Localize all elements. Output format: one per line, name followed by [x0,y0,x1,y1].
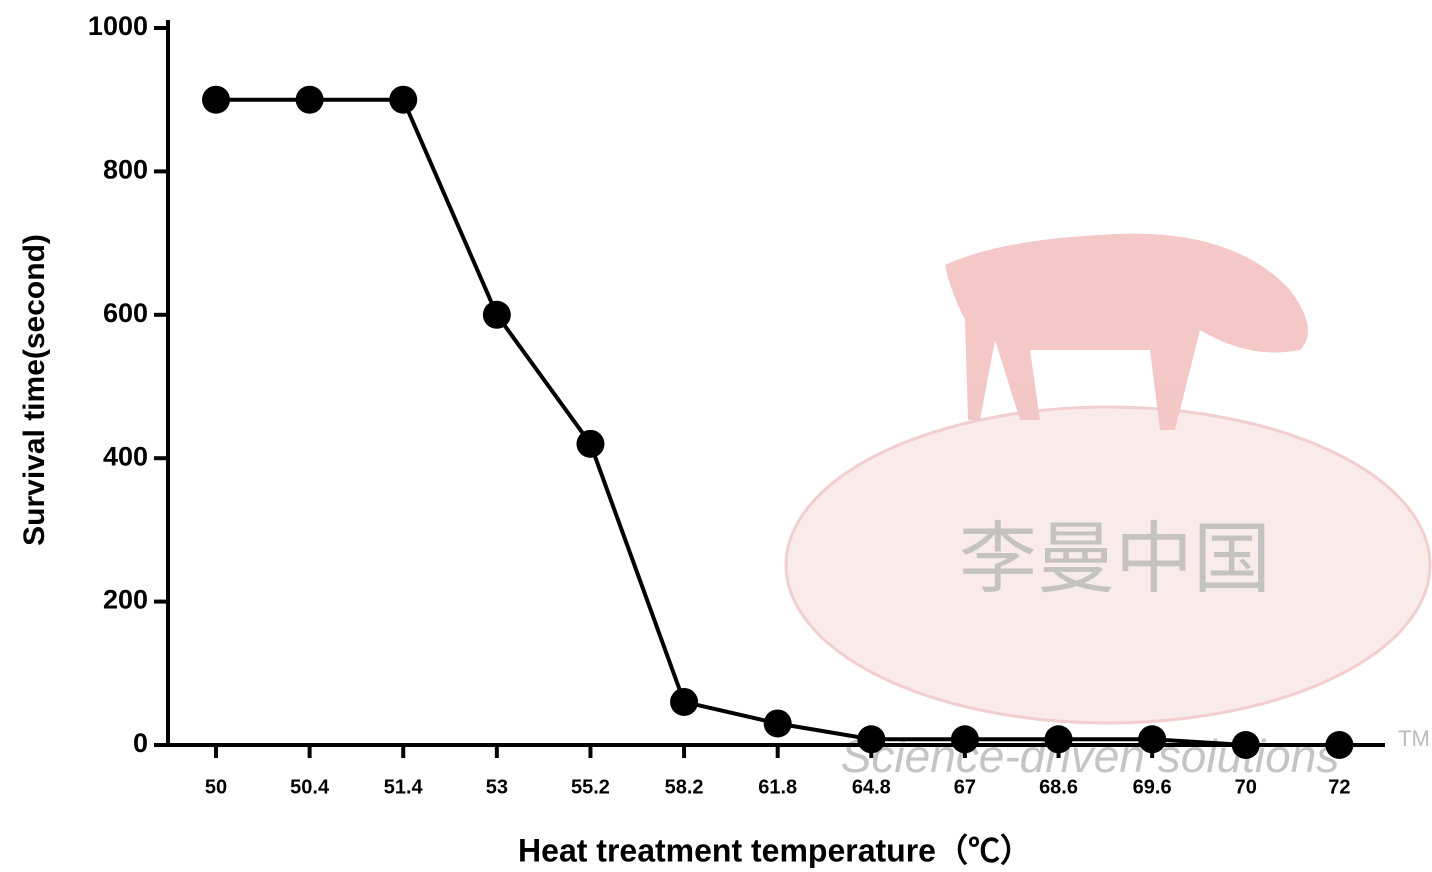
x-tick-label: 69.6 [1133,776,1172,798]
y-tick-label: 1000 [88,11,148,41]
y-tick-label: 400 [103,441,148,471]
x-tick-label: 50.4 [290,776,330,798]
y-tick-label: 600 [103,298,148,328]
data-point [202,86,230,114]
chart: 李曼中国 Science-driven solutions TM Heat tr… [0,0,1432,872]
data-point [483,301,511,329]
x-tick-label: 50 [205,776,227,798]
data-point [1325,731,1353,759]
data-point [1138,725,1166,753]
x-tick-label: 55.2 [571,776,610,798]
data-point [670,688,698,716]
watermark-brand: 李曼中国 [959,515,1271,605]
y-axis-title: Survival time(second) [18,234,51,546]
y-tick-label: 200 [103,585,148,615]
x-tick-label: 51.4 [384,776,424,798]
watermark-art [786,234,1430,723]
x-tick-label: 58.2 [665,776,704,798]
x-tick-label: 53 [486,776,508,798]
data-point [764,709,792,737]
x-tick-label: 70 [1235,776,1257,798]
data-point [951,725,979,753]
data-point [857,725,885,753]
data-point [389,86,417,114]
x-axis-title: Heat treatment temperature（℃） [518,832,1032,868]
x-tick-label: 68.6 [1039,776,1078,798]
data-point [576,430,604,458]
x-tick-label: 64.8 [852,776,891,798]
watermark-trademark: TM [1398,726,1430,751]
x-tick-label: 67 [954,776,976,798]
y-tick-label: 800 [103,155,148,185]
data-point [1045,725,1073,753]
y-tick-label: 0 [133,728,148,758]
x-tick-label: 61.8 [758,776,797,798]
x-tick-label: 72 [1328,776,1350,798]
data-point [296,86,324,114]
data-point [1232,731,1260,759]
